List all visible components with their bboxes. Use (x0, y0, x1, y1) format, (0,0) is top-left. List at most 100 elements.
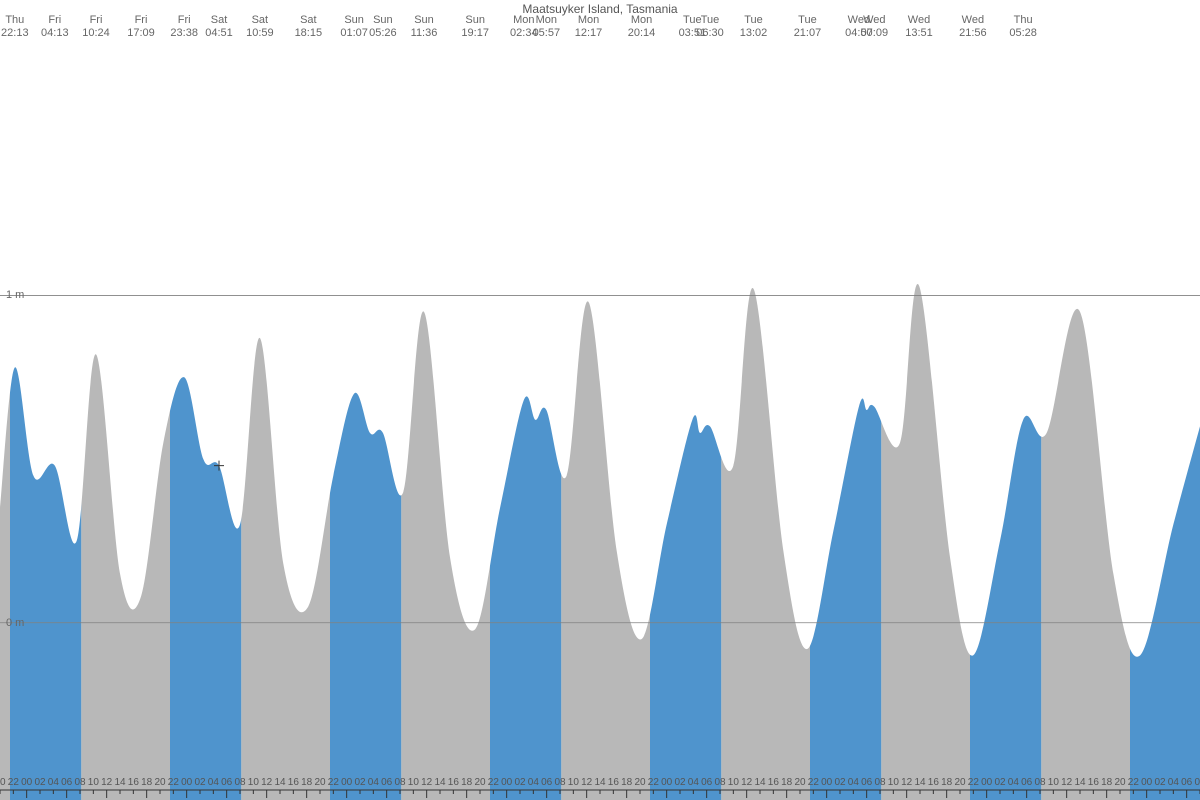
x-tick-label: 04 (1168, 777, 1179, 788)
x-tick-label: 04 (1008, 777, 1019, 788)
x-tick-label: 08 (234, 777, 245, 788)
x-tick-label: 22 (8, 777, 19, 788)
x-tick-label: 14 (754, 777, 765, 788)
tide-time-label: Sat10:59 (235, 14, 285, 40)
x-tick-label: 00 (501, 777, 512, 788)
x-tick-label: 06 (861, 777, 872, 788)
x-tick-label: 00 (1141, 777, 1152, 788)
x-tick-label: 12 (581, 777, 592, 788)
x-tick-label: 08 (714, 777, 725, 788)
x-tick-label: 18 (461, 777, 472, 788)
x-tick-label: 04 (208, 777, 219, 788)
x-tick-label: 16 (768, 777, 779, 788)
x-tick-label: 08 (1194, 777, 1200, 788)
chart-svg (0, 0, 1200, 800)
x-tick-label: 02 (34, 777, 45, 788)
y-axis-label: 1 m (6, 289, 24, 301)
x-tick-label: 20 (0, 777, 6, 788)
x-tick-label: 22 (328, 777, 339, 788)
x-tick-label: 12 (261, 777, 272, 788)
x-tick-label: 10 (728, 777, 739, 788)
x-tick-label: 10 (1048, 777, 1059, 788)
y-axis-label: 0 m (6, 617, 24, 629)
x-tick-label: 20 (154, 777, 165, 788)
x-tick-label: 00 (21, 777, 32, 788)
x-tick-label: 06 (541, 777, 552, 788)
x-tick-label: 12 (1061, 777, 1072, 788)
x-tick-label: 22 (968, 777, 979, 788)
x-tick-label: 02 (1154, 777, 1165, 788)
x-tick-label: 18 (141, 777, 152, 788)
x-tick-label: 20 (314, 777, 325, 788)
x-tick-label: 20 (634, 777, 645, 788)
x-tick-label: 10 (888, 777, 899, 788)
x-tick-label: 14 (274, 777, 285, 788)
x-tick-label: 12 (741, 777, 752, 788)
x-tick-label: 06 (1181, 777, 1192, 788)
x-tick-label: 22 (808, 777, 819, 788)
x-tick-label: 02 (514, 777, 525, 788)
tide-time-label: Sat18:15 (283, 14, 333, 40)
x-tick-label: 16 (608, 777, 619, 788)
x-tick-label: 10 (248, 777, 259, 788)
tide-time-label: Sun19:17 (450, 14, 500, 40)
x-tick-label: 14 (434, 777, 445, 788)
tide-time-label: Thu05:28 (998, 14, 1048, 40)
x-tick-label: 00 (181, 777, 192, 788)
x-tick-label: 20 (1114, 777, 1125, 788)
x-tick-label: 06 (221, 777, 232, 788)
x-tick-label: 02 (674, 777, 685, 788)
x-tick-label: 10 (568, 777, 579, 788)
x-tick-label: 04 (368, 777, 379, 788)
x-tick-label: 22 (168, 777, 179, 788)
tide-time-label: Tue06:30 (685, 14, 735, 40)
x-tick-label: 12 (421, 777, 432, 788)
x-tick-label: 00 (341, 777, 352, 788)
x-tick-label: 18 (301, 777, 312, 788)
x-tick-label: 14 (914, 777, 925, 788)
x-tick-label: 08 (554, 777, 565, 788)
x-tick-label: 02 (194, 777, 205, 788)
tide-time-label: Tue13:02 (729, 14, 779, 40)
x-tick-label: 16 (288, 777, 299, 788)
x-tick-label: 20 (474, 777, 485, 788)
x-tick-label: 22 (648, 777, 659, 788)
tide-time-label: Mon12:17 (564, 14, 614, 40)
x-tick-label: 06 (381, 777, 392, 788)
x-tick-label: 02 (994, 777, 1005, 788)
x-tick-label: 16 (928, 777, 939, 788)
tide-time-label: Wed07:09 (849, 14, 899, 40)
x-tick-label: 12 (101, 777, 112, 788)
tide-time-label: Tue21:07 (782, 14, 832, 40)
x-tick-label: 06 (61, 777, 72, 788)
x-tick-label: 14 (1074, 777, 1085, 788)
x-tick-label: 18 (1101, 777, 1112, 788)
x-tick-label: 04 (848, 777, 859, 788)
x-tick-label: 16 (448, 777, 459, 788)
x-tick-label: 10 (408, 777, 419, 788)
tide-time-label: Wed13:51 (894, 14, 944, 40)
x-tick-label: 06 (701, 777, 712, 788)
x-tick-label: 08 (74, 777, 85, 788)
x-tick-label: 12 (901, 777, 912, 788)
x-tick-label: 18 (941, 777, 952, 788)
x-tick-label: 16 (1088, 777, 1099, 788)
x-tick-label: 04 (688, 777, 699, 788)
tide-time-label: Fri10:24 (71, 14, 121, 40)
x-tick-label: 04 (528, 777, 539, 788)
x-tick-label: 20 (794, 777, 805, 788)
x-tick-label: 18 (781, 777, 792, 788)
x-tick-label: 08 (394, 777, 405, 788)
x-tick-label: 00 (821, 777, 832, 788)
x-tick-label: 16 (128, 777, 139, 788)
x-tick-label: 00 (981, 777, 992, 788)
x-tick-label: 22 (488, 777, 499, 788)
x-tick-label: 18 (621, 777, 632, 788)
x-tick-label: 08 (874, 777, 885, 788)
tide-chart: Maatsuyker Island, Tasmania 0 m1 m202200… (0, 0, 1200, 800)
x-tick-label: 00 (661, 777, 672, 788)
x-tick-label: 14 (594, 777, 605, 788)
x-tick-label: 02 (354, 777, 365, 788)
tide-time-label: Sun11:36 (399, 14, 449, 40)
x-tick-label: 14 (114, 777, 125, 788)
